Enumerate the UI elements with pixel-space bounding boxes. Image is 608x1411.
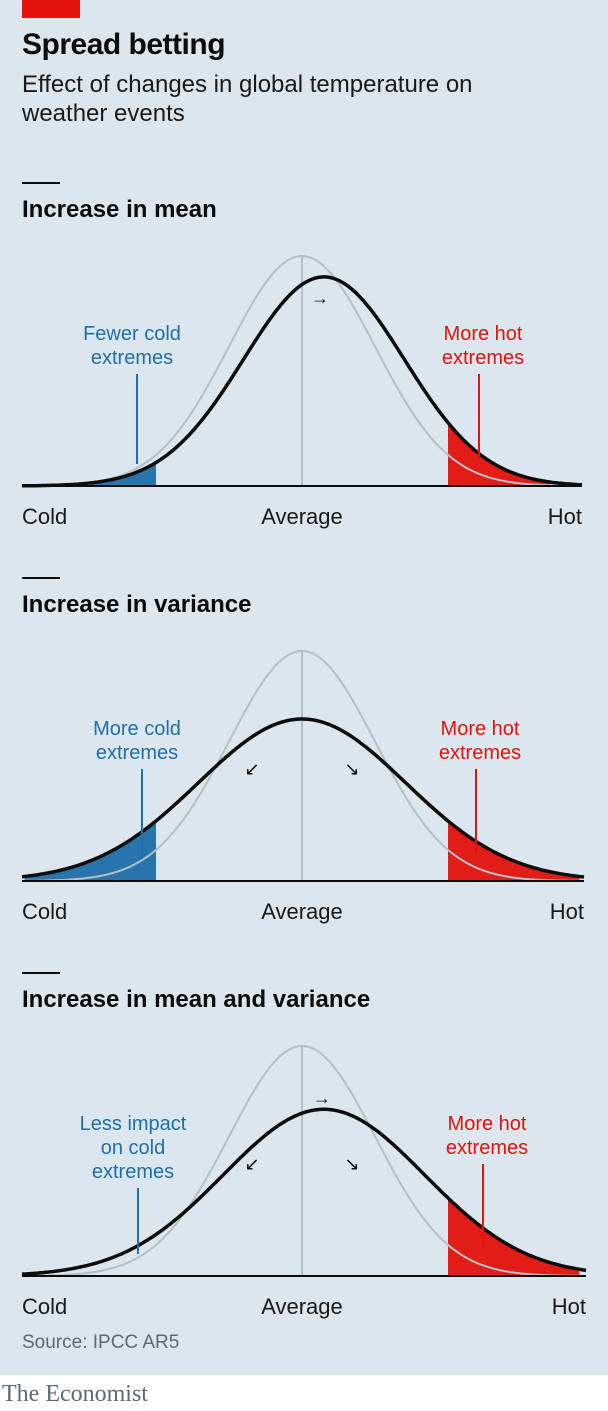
x-tick-label: Cold bbox=[22, 504, 67, 529]
shift-arrow-icon: ↘ bbox=[344, 759, 359, 779]
chart-panel bbox=[0, 0, 608, 1375]
x-tick-label: Hot bbox=[552, 1294, 586, 1319]
shifted-distribution-curve bbox=[22, 275, 583, 488]
chart-title: Spread betting bbox=[22, 28, 226, 61]
hot-extremes-label: extremes bbox=[439, 742, 521, 764]
hot-extremes-label: extremes bbox=[442, 347, 524, 369]
section-title: Increase in mean and variance bbox=[22, 986, 370, 1013]
hot-extremes-label: More hot bbox=[441, 718, 520, 740]
cold-extremes-label: More cold bbox=[93, 718, 181, 740]
cold-extremes-area bbox=[90, 462, 156, 486]
hot-extremes-label: More hot bbox=[448, 1113, 527, 1135]
cold-extremes-label: on cold bbox=[101, 1137, 166, 1159]
x-tick-label: Average bbox=[261, 504, 343, 529]
economist-logo: The Economist bbox=[2, 1381, 148, 1407]
section-title: Increase in variance bbox=[22, 591, 251, 618]
x-tick-label: Hot bbox=[550, 899, 584, 924]
hot-extremes-area bbox=[448, 820, 580, 881]
section-title: Increase in mean bbox=[22, 196, 217, 223]
cold-extremes-label: extremes bbox=[96, 742, 178, 764]
hot-extremes-area bbox=[448, 422, 551, 486]
cold-extremes-label: extremes bbox=[91, 347, 173, 369]
x-tick-label: Average bbox=[261, 1294, 343, 1319]
cold-extremes-label: Fewer cold bbox=[83, 323, 181, 345]
x-tick-label: Average bbox=[261, 899, 343, 924]
shift-arrow-icon: ↙ bbox=[244, 1154, 259, 1174]
cold-extremes-area bbox=[24, 820, 156, 881]
hot-extremes-area bbox=[448, 1198, 580, 1276]
chart-subtitle: Effect of changes in global temperature … bbox=[22, 71, 473, 127]
shift-arrow-icon: ↘ bbox=[344, 1154, 359, 1174]
baseline-distribution-curve bbox=[21, 650, 584, 882]
distribution-charts: Increase in mean→Fewer coldextremesMore … bbox=[21, 182, 587, 1319]
shifted-distribution-curve bbox=[21, 717, 585, 879]
source-note: Source: IPCC AR5 bbox=[22, 1332, 180, 1353]
hot-extremes-label: extremes bbox=[446, 1137, 528, 1159]
brand-red-tag bbox=[22, 0, 80, 18]
shift-arrow-icon: → bbox=[311, 288, 329, 308]
baseline-distribution-curve bbox=[21, 1044, 586, 1277]
x-tick-label: Hot bbox=[548, 504, 582, 529]
shift-arrow-icon: ↙ bbox=[244, 759, 259, 779]
hot-extremes-label: More hot bbox=[444, 323, 523, 345]
shift-arrow-icon: → bbox=[313, 1088, 331, 1108]
cold-extremes-label: extremes bbox=[92, 1161, 174, 1183]
x-tick-label: Cold bbox=[22, 899, 67, 924]
shifted-distribution-curve bbox=[21, 1107, 587, 1276]
cold-extremes-label: Less impact bbox=[80, 1113, 187, 1135]
x-tick-label: Cold bbox=[22, 1294, 67, 1319]
